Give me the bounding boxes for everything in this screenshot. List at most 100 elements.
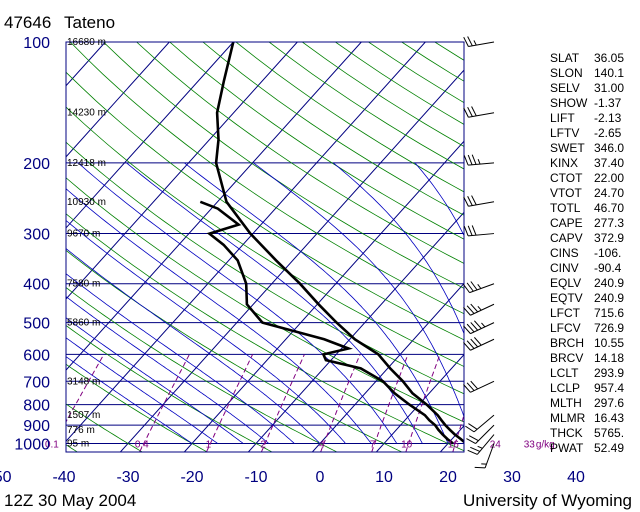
index-value: 240.9 [594, 276, 624, 290]
dry-adiabat-line [66, 106, 464, 367]
index-value: 346.0 [594, 141, 624, 155]
wind-barb [465, 414, 495, 433]
index-name: SLON [550, 66, 583, 80]
mixing-ratio-line [371, 354, 409, 452]
x-tick-label: -40 [52, 469, 75, 486]
x-tick-label: -20 [180, 469, 203, 486]
isotherm-line [375, 353, 464, 452]
wind-barb [462, 281, 495, 294]
wind-barb [463, 154, 495, 166]
stability-indices: SLAT 36.05 SLON 140.1 SELV 31.00 SHOW -1.37 LIFT… [550, 51, 624, 455]
index-value: 22.00 [594, 171, 624, 185]
index-name: PWAT [550, 441, 584, 455]
moist-adiabat-line [66, 273, 295, 444]
index-value: 14.18 [594, 351, 624, 365]
wind-barb [463, 195, 495, 207]
dry-adiabat-line [169, 42, 464, 240]
dry-adiabat-line [70, 42, 464, 315]
moist-adiabat-line [66, 337, 218, 444]
index-name: MLTH [550, 396, 582, 410]
dry-adiabat-line [103, 42, 464, 289]
moist-adiabat-line [66, 317, 244, 444]
height-label: 5860 m [67, 318, 100, 329]
moist-adiabat-line [66, 188, 372, 444]
index-name: LCLT [550, 366, 579, 380]
moist-adiabat-line [66, 356, 193, 444]
index-name: BRCV [550, 351, 583, 365]
height-label: 7580 m [67, 279, 100, 290]
profiles [199, 42, 464, 445]
isotherm-line [66, 42, 170, 158]
index-name: EQTV [550, 291, 583, 305]
index-value: 10.55 [594, 336, 624, 350]
isotherm-line [66, 42, 362, 371]
dry-adiabat-line [66, 287, 338, 452]
index-name: CAPE [550, 216, 583, 230]
mixing-ratio-label: g/kg [536, 439, 555, 450]
x-tick-label: 10 [375, 469, 393, 486]
isotherm-line [66, 42, 234, 229]
y-tick-label: 200 [23, 156, 50, 173]
station-name: Tateno [64, 13, 115, 32]
mixing-ratio-label: 2 [260, 439, 266, 450]
dry-adiabat-line [66, 363, 208, 452]
y-tick-label: 600 [23, 347, 50, 364]
data-source: University of Wyoming [463, 491, 632, 510]
height-label: 10930 m [67, 197, 106, 208]
index-name: CINS [550, 246, 579, 260]
moist-adiabat-line [184, 162, 449, 444]
index-value: -90.4 [594, 261, 622, 275]
index-name: KINX [550, 156, 578, 170]
wind-barb [463, 36, 495, 48]
wind-barb [474, 443, 495, 469]
index-value: 957.4 [594, 381, 624, 395]
mixing-ratio-label: 4 [319, 439, 325, 450]
index-value: 140.1 [594, 66, 624, 80]
height-label: 14230 m [67, 108, 106, 119]
x-tick-label: 0 [316, 469, 325, 486]
index-value: 31.00 [594, 81, 624, 95]
height-label: 776 m [67, 425, 95, 436]
x-tick-label: -50 [0, 469, 12, 486]
moist-adiabat-line [66, 220, 346, 444]
index-name: LCLP [550, 381, 580, 395]
index-name: SWET [550, 141, 585, 155]
x-tick-label: 30 [503, 469, 521, 486]
moist-adiabat-line [126, 162, 423, 444]
y-tick-label: 500 [23, 316, 50, 333]
index-value: 372.9 [594, 231, 624, 245]
index-value: 240.9 [594, 291, 624, 305]
index-value: 5765. [594, 426, 624, 440]
index-name: LFCV [550, 321, 581, 335]
height-label: 12418 m [67, 158, 106, 169]
x-tick-label: 40 [567, 469, 585, 486]
y-tick-label: 1000 [14, 436, 50, 453]
dry-adiabat-line [66, 403, 143, 452]
mixing-ratio-line [260, 354, 305, 452]
x-tick-label: -30 [116, 469, 139, 486]
height-label: 1507 m [67, 410, 100, 421]
index-value: -2.13 [594, 111, 622, 125]
index-name: SELV [550, 81, 580, 95]
moist-adiabat-line [66, 248, 321, 444]
mixing-ratio-lines [66, 354, 464, 452]
index-value: -106. [594, 246, 621, 260]
mixing-ratio-line [66, 354, 105, 423]
y-tick-label: 100 [23, 35, 50, 52]
isotherm-line [183, 140, 464, 452]
index-value: 37.40 [594, 156, 624, 170]
isotherm-line [119, 69, 464, 452]
mixing-ratio-label: 16 [448, 439, 460, 450]
wind-barb [463, 337, 495, 351]
mixing-ratio-label: 0.4 [135, 439, 149, 450]
mixing-ratio-label: 24 [490, 439, 502, 450]
isotherm-line [66, 42, 298, 300]
index-name: CTOT [550, 171, 583, 185]
mixing-ratio-label: 1 [206, 439, 212, 450]
index-name: THCK [550, 426, 583, 440]
moist-adiabat-line [253, 162, 464, 418]
dewpoint-profile-line [199, 200, 454, 445]
index-name: SLAT [550, 51, 580, 65]
